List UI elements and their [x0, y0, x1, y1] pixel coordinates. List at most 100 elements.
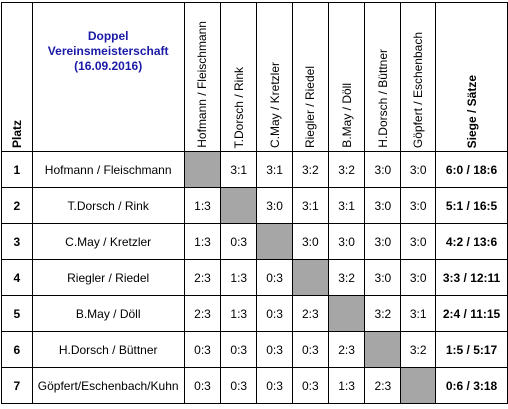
result-cell: 0:3 [291, 367, 329, 404]
result-cell: 3:1 [291, 187, 329, 224]
result-cell: 1:3 [183, 223, 222, 260]
self-match-cell [183, 151, 222, 188]
table-row: 2 T.Dorsch / Rink 1:3 3:0 3:1 3:1 3:0 3:0 5:1 / … [1, 187, 508, 224]
col-header-team-7-label: Göpfert / Eschenbach [411, 31, 426, 148]
rank-cell: 1 [1, 151, 33, 188]
team-name-cell: Hofmann / Fleischmann [31, 151, 185, 188]
result-cell: 3:0 [364, 151, 402, 188]
table-row: 1 Hofmann / Fleischmann 3:1 3:1 3:2 3:2 3:0 3:0… [1, 151, 508, 188]
self-match-cell [400, 367, 437, 404]
col-header-team-2: T.Dorsch / Rink [220, 2, 258, 152]
summary-cell: 0:6 / 3:18 [435, 367, 508, 404]
title-line-2: Vereinsmeisterschaft [47, 44, 169, 58]
result-cell: 3:1 [400, 295, 437, 332]
result-cell: 0:3 [256, 295, 293, 332]
col-header-team-6-label: H.Dorsch / Büttner [375, 49, 390, 148]
result-cell: 3:2 [400, 331, 437, 368]
result-cell: 1:3 [220, 259, 258, 296]
col-header-team-5: B.May / Döll [327, 2, 366, 152]
rank-cell: 6 [1, 331, 33, 368]
result-cell: 3:2 [327, 151, 366, 188]
col-header-team-3: C.May / Kretzler [256, 2, 293, 152]
result-cell: 3:0 [327, 223, 366, 260]
result-cell: 3:1 [256, 151, 293, 188]
team-name-cell: B.May / Döll [31, 295, 185, 332]
self-match-cell [327, 295, 366, 332]
col-header-team-6: H.Dorsch / Büttner [364, 2, 402, 152]
summary-cell: 6:0 / 18:6 [435, 151, 508, 188]
platz-header: Platz [1, 2, 33, 152]
result-cell: 3:0 [364, 187, 402, 224]
self-match-cell [364, 331, 402, 368]
title-cell: Doppel Vereinsmeisterschaft (16.09.2016) [31, 2, 185, 152]
header-row: Platz Doppel Vereinsmeisterschaft (16.09… [1, 2, 508, 152]
result-cell: 3:0 [400, 223, 437, 260]
col-header-team-7: Göpfert / Eschenbach [400, 2, 437, 152]
summary-cell: 2:4 / 11:15 [435, 295, 508, 332]
result-cell: 2:3 [183, 295, 222, 332]
summary-cell: 3:3 / 12:11 [435, 259, 508, 296]
table-row: 6 H.Dorsch / Büttner 0:3 0:3 0:3 0:3 2:3 3:2 1:5… [1, 331, 508, 368]
team-name-cell: Riegler / Riedel [31, 259, 185, 296]
result-cell: 3:1 [327, 187, 366, 224]
col-header-team-2-label: T.Dorsch / Rink [231, 66, 246, 148]
title-line-1: Doppel [87, 29, 129, 43]
result-cell: 3:0 [400, 187, 437, 224]
result-cell: 1:3 [327, 367, 366, 404]
platz-header-label: Platz [9, 119, 24, 148]
col-header-team-3-label: C.May / Kretzler [267, 61, 282, 148]
result-cell: 3:0 [364, 223, 402, 260]
result-cell: 3:2 [291, 151, 329, 188]
result-cell: 0:3 [256, 367, 293, 404]
result-cell: 3:1 [220, 151, 258, 188]
result-cell: 0:3 [256, 259, 293, 296]
rank-cell: 3 [1, 223, 33, 260]
table-row: 3 C.May / Kretzler 1:3 0:3 3:0 3:0 3:0 3:0 4:2 /… [1, 223, 508, 260]
title-line-3: (16.09.2016) [74, 59, 143, 73]
team-name-cell: Göpfert/Eschenbach/Kuhn [31, 367, 185, 404]
team-name-cell: H.Dorsch / Büttner [31, 331, 185, 368]
result-cell: 0:3 [220, 223, 258, 260]
result-cell: 1:3 [220, 295, 258, 332]
table-row: 7 Göpfert/Eschenbach/Kuhn 0:3 0:3 0:3 0:3 1:3 2… [1, 367, 508, 404]
table-row: 5 B.May / Döll 2:3 1:3 0:3 2:3 3:2 3:1 2:4 / 11:… [1, 295, 508, 332]
result-cell: 0:3 [220, 331, 258, 368]
result-cell: 0:3 [220, 367, 258, 404]
col-header-team-4-label: Riegler / Riedel [303, 65, 318, 148]
summary-cell: 1:5 / 5:17 [435, 331, 508, 368]
team-name-cell: C.May / Kretzler [31, 223, 185, 260]
result-cell: 2:3 [364, 367, 402, 404]
result-cell: 2:3 [327, 331, 366, 368]
result-cell: 0:3 [291, 331, 329, 368]
result-cell: 2:3 [183, 259, 222, 296]
result-cell: 3:0 [256, 187, 293, 224]
rank-cell: 2 [1, 187, 33, 224]
result-cell: 3:0 [400, 259, 437, 296]
result-cell: 3:2 [364, 295, 402, 332]
col-header-team-5-label: B.May / Döll [339, 83, 354, 148]
self-match-cell [220, 187, 258, 224]
result-cell: 3:2 [327, 259, 366, 296]
summary-header: Siege / Sätze [435, 2, 508, 152]
summary-cell: 5:1 / 16:5 [435, 187, 508, 224]
result-cell: 3:0 [364, 259, 402, 296]
result-cell: 0:3 [256, 331, 293, 368]
rank-cell: 7 [1, 367, 33, 404]
col-header-team-1: Hofmann / Fleischmann [183, 2, 222, 152]
result-cell: 3:0 [291, 223, 329, 260]
result-cell: 3:0 [400, 151, 437, 188]
rank-cell: 4 [1, 259, 33, 296]
team-name-cell: T.Dorsch / Rink [31, 187, 185, 224]
table-row: 4 Riegler / Riedel 2:3 1:3 0:3 3:2 3:0 3:0 3:3 /… [1, 259, 508, 296]
rank-cell: 5 [1, 295, 33, 332]
col-header-team-4: Riegler / Riedel [291, 2, 329, 152]
summary-cell: 4:2 / 13:6 [435, 223, 508, 260]
result-cell: 0:3 [183, 367, 222, 404]
col-header-team-1-label: Hofmann / Fleischmann [195, 21, 210, 148]
result-cell: 0:3 [183, 331, 222, 368]
self-match-cell [291, 259, 329, 296]
summary-header-label: Siege / Sätze [464, 74, 479, 148]
result-cell: 1:3 [183, 187, 222, 224]
result-cell: 2:3 [291, 295, 329, 332]
